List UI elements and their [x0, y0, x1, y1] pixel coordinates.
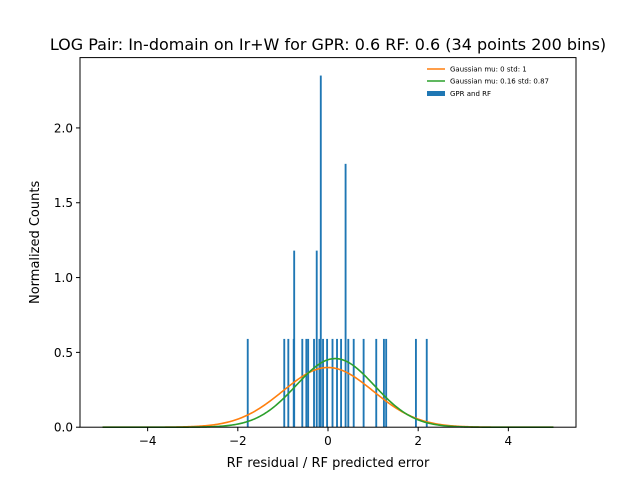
histogram-bar: [301, 338, 304, 428]
histogram-bar: [293, 250, 296, 428]
legend-swatch-histogram: [427, 91, 445, 96]
histogram-bar: [352, 338, 355, 428]
histogram-bar: [307, 338, 310, 428]
histogram-bar: [313, 338, 315, 428]
y-tick-label: 0.5: [54, 346, 73, 360]
y-axis-label: Normalized Counts: [28, 181, 43, 304]
histogram-bar: [414, 338, 417, 428]
y-axis-ticks: 0.0 0.5 1.0 1.5 2.0: [54, 121, 80, 435]
histogram-bar: [318, 338, 321, 428]
legend-label-gaussian-1: Gaussian mu: 0 std: 1: [450, 66, 527, 74]
histogram-bar: [322, 338, 324, 428]
y-tick-label: 2.0: [54, 121, 73, 135]
x-tick-label: 0: [324, 434, 332, 448]
histogram-bar: [336, 338, 338, 428]
histogram-bar: [382, 338, 385, 428]
histogram-bar: [344, 163, 347, 428]
y-tick-label: 0.0: [54, 421, 73, 435]
legend-label-gaussian-2: Gaussian mu: 0.16 std: 0.87: [450, 78, 549, 86]
x-tick-label: 4: [505, 434, 513, 448]
histogram-bar: [385, 338, 388, 428]
histogram-bar: [287, 338, 290, 428]
histogram-bar: [340, 338, 343, 428]
histogram-bar: [283, 338, 286, 428]
histogram-bar: [347, 338, 350, 428]
x-tick-label: −4: [139, 434, 157, 448]
histogram-bar: [331, 338, 334, 428]
histogram-bar: [326, 338, 329, 428]
x-axis-ticks: −4 −2 0 2 4: [139, 427, 512, 448]
histogram-bar: [425, 338, 428, 428]
histogram-bar: [315, 250, 318, 428]
chart-title: LOG Pair: In-domain on Ir+W for GPR: 0.6…: [50, 35, 606, 54]
histogram-bar: [375, 338, 378, 428]
histogram-bar: [246, 338, 249, 428]
legend: Gaussian mu: 0 std: 1 Gaussian mu: 0.16 …: [427, 66, 549, 98]
histogram-bar: [319, 75, 322, 428]
x-tick-label: 2: [414, 434, 422, 448]
y-tick-label: 1.5: [54, 196, 73, 210]
x-axis-label: RF residual / RF predicted error: [227, 456, 430, 471]
histogram-bar: [305, 338, 308, 428]
y-tick-label: 1.0: [54, 271, 73, 285]
legend-label-histogram: GPR and RF: [450, 90, 491, 98]
x-tick-label: −2: [229, 434, 247, 448]
